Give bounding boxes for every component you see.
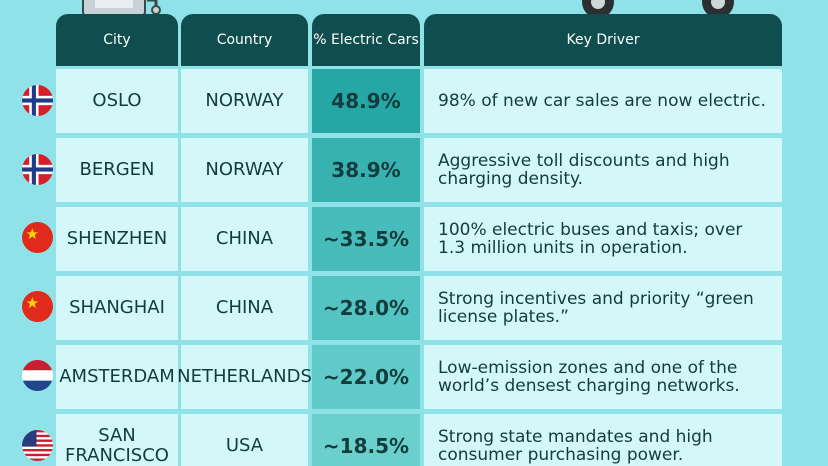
city-cell: AMSTERDAM	[56, 345, 178, 409]
flag-china	[22, 291, 53, 322]
country-cell: NORWAY	[181, 69, 308, 133]
city-cell: BERGEN	[56, 138, 178, 202]
city-cell: SAN FRANCISCO	[56, 414, 178, 466]
flag-usa	[22, 430, 53, 461]
percent-cell: ~22.0%	[312, 345, 420, 409]
flag-china	[22, 222, 53, 253]
city-cell: SHENZHEN	[56, 207, 178, 271]
country-cell: USA	[181, 414, 308, 466]
column-header: % Electric Cars	[312, 14, 420, 66]
percent-cell: 48.9%	[312, 69, 420, 133]
top-decoration	[82, 0, 734, 18]
column-header: Country	[181, 14, 308, 66]
country-cell: NETHERLANDS	[177, 345, 312, 409]
column-header: Key Driver	[424, 14, 782, 66]
percent-cell: ~28.0%	[312, 276, 420, 340]
percent-cell: ~33.5%	[312, 207, 420, 271]
driver-cell: Low-emission zones and one of the world’…	[424, 345, 782, 409]
country-cell: CHINA	[181, 207, 308, 271]
percent-cell: ~18.5%	[312, 414, 420, 466]
driver-cell: 100% electric buses and taxis; over 1.3 …	[424, 207, 782, 271]
flag-norway	[22, 154, 53, 185]
flag-norway	[22, 85, 53, 116]
country-cell: CHINA	[181, 276, 308, 340]
city-cell: SHANGHAI	[56, 276, 178, 340]
column-header: City	[56, 14, 178, 66]
driver-cell: Strong incentives and priority “green li…	[424, 276, 782, 340]
city-cell: OSLO	[56, 69, 178, 133]
percent-cell: 38.9%	[312, 138, 420, 202]
driver-cell: Strong state mandates and high consumer …	[424, 414, 782, 466]
country-cell: NORWAY	[181, 138, 308, 202]
flag-netherlands	[22, 360, 53, 391]
driver-cell: 98% of new car sales are now electric.	[424, 69, 782, 133]
driver-cell: Aggressive toll discounts and high charg…	[424, 138, 782, 202]
